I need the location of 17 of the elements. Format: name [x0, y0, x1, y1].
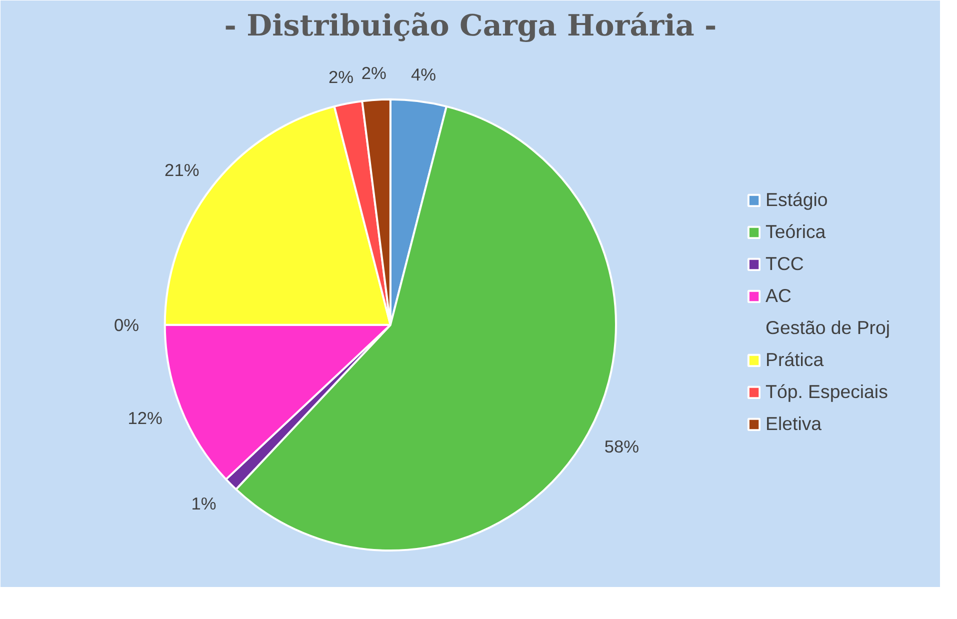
legend-label: Eletiva	[766, 413, 822, 435]
legend-label: Teórica	[766, 221, 826, 243]
data-label: 4%	[410, 64, 436, 84]
legend-label: Estágio	[766, 189, 828, 211]
legend-label: Tóp. Especiais	[766, 381, 888, 403]
data-label: 58%	[604, 436, 640, 457]
data-label: 21%	[164, 160, 200, 180]
legend-label: TCC	[766, 253, 804, 275]
legend-label: AC	[766, 285, 792, 307]
legend-label: Prática	[766, 349, 824, 371]
data-label: 1%	[191, 494, 216, 514]
data-label: 2%	[361, 62, 386, 83]
category-label: Gestão de Proj	[766, 317, 890, 338]
data-label: 2%	[328, 66, 354, 87]
text: 0%	[114, 314, 140, 335]
data-label: 12%	[128, 408, 162, 428]
chart-title: - Distribuição Carga Horária -	[224, 8, 717, 42]
